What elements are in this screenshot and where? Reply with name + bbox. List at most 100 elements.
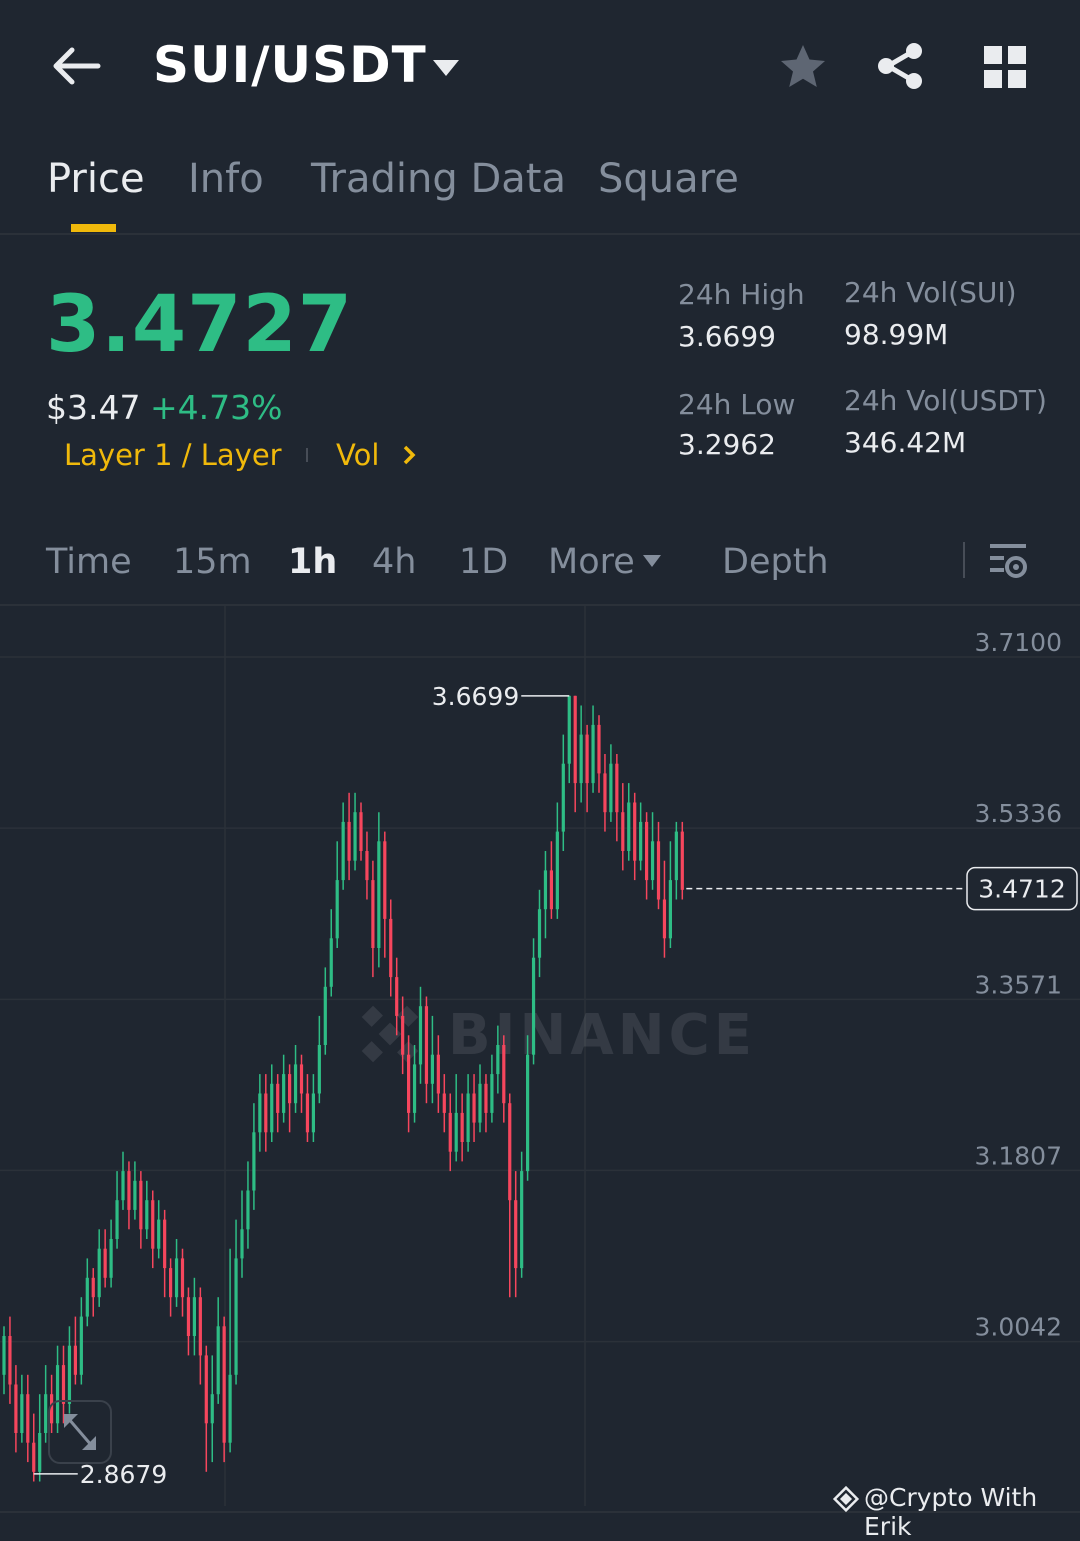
candle [252,1103,256,1210]
candle [103,1229,107,1288]
candle [603,754,607,832]
interval-15m[interactable]: 15m [173,542,252,582]
candle [650,812,655,890]
candle [293,1045,298,1113]
chevron-right-icon[interactable] [400,444,418,466]
credit-text: @Crypto With Erik [864,1483,1038,1541]
candle [383,831,387,958]
candle [55,1345,60,1433]
candle [216,1297,220,1404]
candle [282,1054,286,1123]
candle [365,831,369,900]
candle [472,1074,476,1142]
more-caret-icon[interactable] [642,554,662,568]
candle [555,802,559,919]
y-axis-tick-label: 3.1807 [975,1141,1062,1170]
tabs-divider [0,233,1080,235]
candle [169,1258,173,1317]
candle [514,1171,518,1298]
interval-divider [963,542,965,578]
candlestick-chart[interactable]: BINANCE 3.7100 3.5336 3.3571 3.1807 3.0042 3… [0,606,1080,1522]
candle [14,1365,18,1453]
candle [454,1074,458,1162]
vol-sui-label: 24h Vol(SUI) [844,276,1017,309]
candle [484,1074,488,1133]
caret-down-icon[interactable] [430,56,462,80]
candle [222,1316,226,1463]
candle [407,1035,411,1133]
candle [490,1054,494,1123]
candle [430,1015,434,1104]
interval-1d[interactable]: 1D [459,542,509,582]
svg-text:BINANCE: BINANCE [448,1003,756,1068]
candle [270,1064,274,1142]
candle [543,851,548,939]
current-price-badge[interactable] [966,866,1078,911]
vol-tag[interactable]: Vol [336,438,380,472]
chart-settings-icon[interactable] [988,542,1028,582]
candle [79,1297,83,1385]
candle [121,1151,125,1210]
tab-trading-data[interactable]: Trading Data [311,156,566,202]
candle [549,841,553,919]
candle [591,705,595,793]
expand-chart-button[interactable] [48,1400,112,1464]
candle [299,1054,304,1113]
candle [347,792,351,881]
candle [496,1025,500,1094]
share-icon[interactable] [874,40,926,92]
candle [520,1151,524,1278]
y-axis-tick-label: 3.7100 [975,628,1062,657]
candle [174,1239,179,1307]
candle [97,1229,101,1307]
interval-more[interactable]: More [548,542,635,582]
candle [288,1064,292,1133]
current-price-label: 3.4712 [978,875,1065,904]
candle [192,1277,196,1356]
candle [2,1326,6,1395]
candle [305,1074,310,1142]
tab-square[interactable]: Square [598,156,739,202]
category-tag[interactable]: Layer 1 / Layer [64,438,282,472]
grid-menu-icon[interactable] [982,44,1028,90]
candle [353,792,357,871]
depth-tab[interactable]: Depth [722,542,829,582]
tag-separator [306,448,308,462]
candle [502,1035,506,1123]
active-tab-indicator [71,224,116,232]
back-arrow-icon[interactable] [50,40,102,92]
candle [139,1171,143,1249]
tab-info[interactable]: Info [188,156,264,202]
candle [240,1190,244,1278]
candle [478,1064,482,1133]
interval-4h[interactable]: 4h [372,542,417,582]
candle [377,812,381,968]
star-icon[interactable] [778,42,828,92]
candle [8,1316,12,1404]
interval-time[interactable]: Time [46,542,132,582]
candle [61,1345,66,1424]
candle [180,1248,185,1317]
pair-title[interactable]: SUI/USDT [153,36,427,94]
interval-1h[interactable]: 1h [288,542,338,582]
price-change-percent: +4.73% [150,388,283,427]
low-label: 24h Low [678,388,796,421]
candle [567,695,571,784]
chart-top-border [0,604,1080,606]
candle [662,860,667,958]
vol-sui-value: 98.99M [844,318,949,351]
candle [508,1093,512,1298]
vol-usdt-value: 346.42M [844,426,967,459]
candle [639,802,643,871]
candle [67,1326,72,1414]
candle [157,1200,161,1259]
candle [341,802,345,890]
usd-price: $3.47 [46,388,141,427]
tab-price[interactable]: Price [47,156,145,202]
candle [633,792,637,881]
y-axis-tick-label: 3.0042 [975,1313,1062,1342]
candle [20,1374,24,1443]
candle [32,1413,36,1482]
candle [389,899,393,997]
low-value: 3.2962 [678,428,776,461]
